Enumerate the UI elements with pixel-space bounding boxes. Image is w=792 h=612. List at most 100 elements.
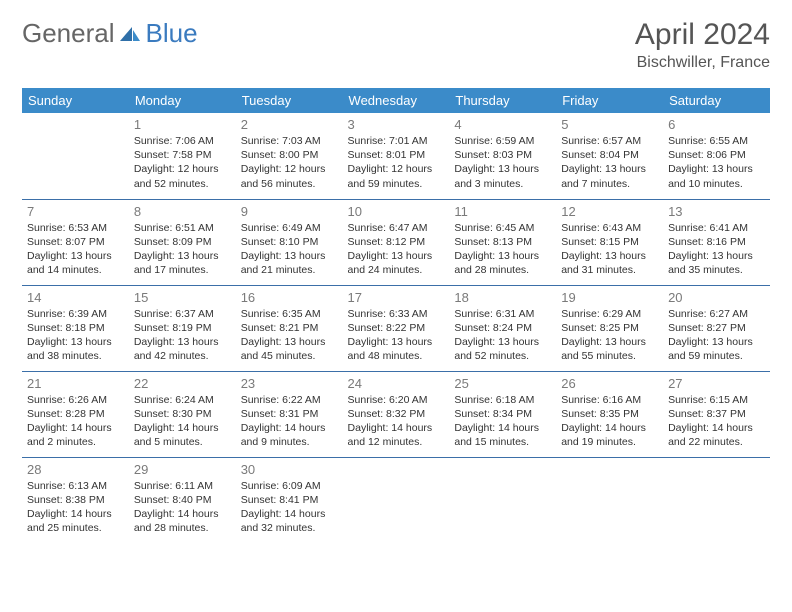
day-number: 13: [668, 204, 765, 219]
day-info: Sunrise: 6:16 AMSunset: 8:35 PMDaylight:…: [561, 393, 658, 450]
calendar-day-cell: 8Sunrise: 6:51 AMSunset: 8:09 PMDaylight…: [129, 199, 236, 285]
day-info: Sunrise: 6:27 AMSunset: 8:27 PMDaylight:…: [668, 307, 765, 364]
page-header: General Blue April 2024 Bischwiller, Fra…: [22, 18, 770, 72]
calendar-week-row: 7Sunrise: 6:53 AMSunset: 8:07 PMDaylight…: [22, 199, 770, 285]
day-number: 29: [134, 462, 231, 477]
day-number: 23: [241, 376, 338, 391]
location-text: Bischwiller, France: [635, 54, 770, 72]
day-number: 5: [561, 117, 658, 132]
weekday-header: Monday: [129, 88, 236, 113]
calendar-day-cell: 28 Sunrise: 6:13 AMSunset: 8:38 PMDayligh…: [22, 457, 129, 543]
day-number: 3: [348, 117, 445, 132]
calendar-day-cell: 13 Sunrise: 6:41 AMSunset: 8:16 PMDayligh…: [663, 199, 770, 285]
weekday-header-row: SundayMondayTuesdayWednesdayThursdayFrid…: [22, 88, 770, 113]
calendar-week-row: 1 Sunrise: 7:06 AMSunset: 7:58 PMDaylight…: [22, 113, 770, 199]
calendar-week-row: 14 Sunrise: 6:39 AMSunset: 8:18 PMDayligh…: [22, 285, 770, 371]
calendar-head: SundayMondayTuesdayWednesdayThursdayFrid…: [22, 88, 770, 113]
calendar-day-cell: 7Sunrise: 6:53 AMSunset: 8:07 PMDaylight…: [22, 199, 129, 285]
calendar-empty-cell: [449, 457, 556, 543]
day-number: 15: [134, 290, 231, 305]
day-number: 1: [134, 117, 231, 132]
day-info: Sunrise: 6:15 AMSunset: 8:37 PMDaylight:…: [668, 393, 765, 450]
day-info: Sunrise: 6:26 AMSunset: 8:28 PMDaylight:…: [27, 393, 124, 450]
calendar-empty-cell: [663, 457, 770, 543]
calendar-day-cell: 6 Sunrise: 6:55 AMSunset: 8:06 PMDaylight…: [663, 113, 770, 199]
calendar-day-cell: 1 Sunrise: 7:06 AMSunset: 7:58 PMDaylight…: [129, 113, 236, 199]
day-info: Sunrise: 7:06 AMSunset: 7:58 PMDaylight:…: [134, 134, 231, 191]
brand-text-1: General: [22, 18, 115, 49]
calendar-day-cell: 18Sunrise: 6:31 AMSunset: 8:24 PMDayligh…: [449, 285, 556, 371]
day-number: 9: [241, 204, 338, 219]
day-info: Sunrise: 6:55 AMSunset: 8:06 PMDaylight:…: [668, 134, 765, 191]
calendar-day-cell: 30 Sunrise: 6:09 AMSunset: 8:41 PMDayligh…: [236, 457, 343, 543]
day-number: 12: [561, 204, 658, 219]
calendar-day-cell: 14 Sunrise: 6:39 AMSunset: 8:18 PMDayligh…: [22, 285, 129, 371]
day-info: Sunrise: 6:24 AMSunset: 8:30 PMDaylight:…: [134, 393, 231, 450]
day-info: Sunrise: 6:11 AMSunset: 8:40 PMDaylight:…: [134, 479, 231, 536]
day-info: Sunrise: 6:37 AMSunset: 8:19 PMDaylight:…: [134, 307, 231, 364]
day-info: Sunrise: 6:35 AMSunset: 8:21 PMDaylight:…: [241, 307, 338, 364]
calendar-table: SundayMondayTuesdayWednesdayThursdayFrid…: [22, 88, 770, 543]
calendar-day-cell: 4Sunrise: 6:59 AMSunset: 8:03 PMDaylight…: [449, 113, 556, 199]
day-info: Sunrise: 6:13 AMSunset: 8:38 PMDaylight:…: [27, 479, 124, 536]
calendar-day-cell: 26 Sunrise: 6:16 AMSunset: 8:35 PMDayligh…: [556, 371, 663, 457]
weekday-header: Tuesday: [236, 88, 343, 113]
day-number: 20: [668, 290, 765, 305]
day-info: Sunrise: 6:20 AMSunset: 8:32 PMDaylight:…: [348, 393, 445, 450]
brand-logo: General Blue: [22, 18, 198, 49]
calendar-day-cell: 9 Sunrise: 6:49 AMSunset: 8:10 PMDaylight…: [236, 199, 343, 285]
day-info: Sunrise: 6:39 AMSunset: 8:18 PMDaylight:…: [27, 307, 124, 364]
day-number: 11: [454, 204, 551, 219]
calendar-day-cell: 2Sunrise: 7:03 AMSunset: 8:00 PMDaylight…: [236, 113, 343, 199]
calendar-body: 1 Sunrise: 7:06 AMSunset: 7:58 PMDaylight…: [22, 113, 770, 543]
day-number: 16: [241, 290, 338, 305]
day-info: Sunrise: 6:57 AMSunset: 8:04 PMDaylight:…: [561, 134, 658, 191]
calendar-day-cell: 10 Sunrise: 6:47 AMSunset: 8:12 PMDayligh…: [343, 199, 450, 285]
calendar-day-cell: 15 Sunrise: 6:37 AMSunset: 8:19 PMDayligh…: [129, 285, 236, 371]
calendar-day-cell: 25 Sunrise: 6:18 AMSunset: 8:34 PMDayligh…: [449, 371, 556, 457]
day-number: 6: [668, 117, 765, 132]
calendar-empty-cell: [343, 457, 450, 543]
calendar-day-cell: 19 Sunrise: 6:29 AMSunset: 8:25 PMDayligh…: [556, 285, 663, 371]
day-number: 4: [454, 117, 551, 132]
day-number: 19: [561, 290, 658, 305]
calendar-empty-cell: [556, 457, 663, 543]
calendar-day-cell: 17Sunrise: 6:33 AMSunset: 8:22 PMDayligh…: [343, 285, 450, 371]
day-number: 22: [134, 376, 231, 391]
day-number: 26: [561, 376, 658, 391]
day-info: Sunrise: 6:49 AMSunset: 8:10 PMDaylight:…: [241, 221, 338, 278]
weekday-header: Thursday: [449, 88, 556, 113]
weekday-header: Saturday: [663, 88, 770, 113]
weekday-header: Wednesday: [343, 88, 450, 113]
calendar-empty-cell: [22, 113, 129, 199]
calendar-day-cell: 16 Sunrise: 6:35 AMSunset: 8:21 PMDayligh…: [236, 285, 343, 371]
weekday-header: Friday: [556, 88, 663, 113]
day-info: Sunrise: 6:45 AMSunset: 8:13 PMDaylight:…: [454, 221, 551, 278]
day-info: Sunrise: 6:09 AMSunset: 8:41 PMDaylight:…: [241, 479, 338, 536]
day-number: 28: [27, 462, 124, 477]
brand-text-2: Blue: [146, 18, 198, 49]
day-info: Sunrise: 6:33 AMSunset: 8:22 PMDaylight:…: [348, 307, 445, 364]
day-number: 21: [27, 376, 124, 391]
day-info: Sunrise: 6:31 AMSunset: 8:24 PMDaylight:…: [454, 307, 551, 364]
title-block: April 2024 Bischwiller, France: [635, 18, 770, 72]
day-info: Sunrise: 6:47 AMSunset: 8:12 PMDaylight:…: [348, 221, 445, 278]
day-info: Sunrise: 6:18 AMSunset: 8:34 PMDaylight:…: [454, 393, 551, 450]
day-number: 25: [454, 376, 551, 391]
day-number: 10: [348, 204, 445, 219]
day-number: 2: [241, 117, 338, 132]
day-info: Sunrise: 6:43 AMSunset: 8:15 PMDaylight:…: [561, 221, 658, 278]
day-number: 24: [348, 376, 445, 391]
day-number: 14: [27, 290, 124, 305]
day-number: 30: [241, 462, 338, 477]
day-info: Sunrise: 6:29 AMSunset: 8:25 PMDaylight:…: [561, 307, 658, 364]
brand-sail-icon: [118, 25, 142, 43]
calendar-day-cell: 5 Sunrise: 6:57 AMSunset: 8:04 PMDaylight…: [556, 113, 663, 199]
calendar-day-cell: 23 Sunrise: 6:22 AMSunset: 8:31 PMDayligh…: [236, 371, 343, 457]
day-info: Sunrise: 6:22 AMSunset: 8:31 PMDaylight:…: [241, 393, 338, 450]
calendar-day-cell: 12 Sunrise: 6:43 AMSunset: 8:15 PMDayligh…: [556, 199, 663, 285]
day-number: 7: [27, 204, 124, 219]
month-title: April 2024: [635, 18, 770, 52]
day-info: Sunrise: 6:41 AMSunset: 8:16 PMDaylight:…: [668, 221, 765, 278]
calendar-day-cell: 3Sunrise: 7:01 AMSunset: 8:01 PMDaylight…: [343, 113, 450, 199]
